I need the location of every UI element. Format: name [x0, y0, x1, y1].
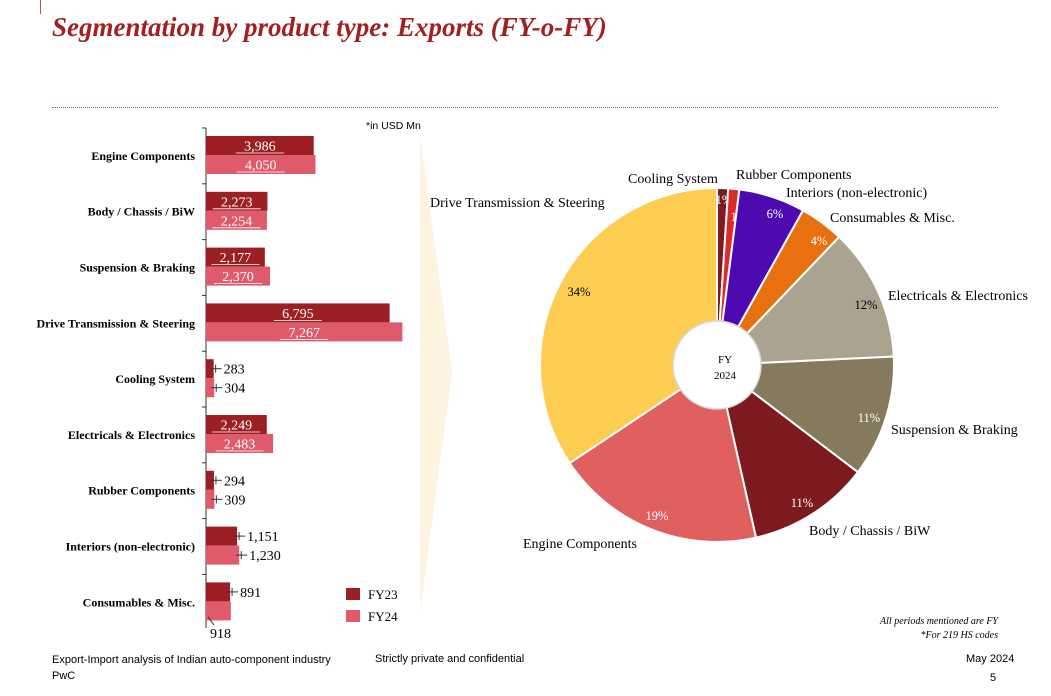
accent-line [40, 0, 41, 14]
pie-slice-drive-transmission-steering [539, 186, 718, 465]
bar-fy24-interiors-non-electronic [206, 545, 240, 565]
pie-slice-engine-components [568, 363, 758, 543]
bar-fy23-rubber-components [206, 470, 214, 490]
bar-value-fy23-suspension-braking: 2,177 [220, 251, 252, 266]
bar-fy23-interiors-non-electronic [206, 526, 238, 546]
bar-value-fy23-body-chassis-biw: 2,273 [221, 195, 253, 210]
bar-value-fy24-interiors-non-electronic: 1,230 [249, 549, 280, 564]
bar-value-fy24-suspension-braking: 2,370 [222, 270, 254, 285]
footer-report-title: Export-Import analysis of Indian auto-co… [52, 654, 331, 666]
hs-codes-note: *For 219 HS codes [920, 630, 999, 641]
bar-fy24-consumables-misc [206, 601, 231, 621]
pie-pct-interiors-non-electronic: 6% [767, 207, 784, 221]
unit-note: *in USD Mn [366, 120, 421, 132]
pie-pct-suspension-braking: 11% [858, 411, 880, 425]
donut-center-label-line1: FY [718, 354, 732, 366]
bar-value-fy23-cooling-system: 283 [224, 363, 245, 378]
bar-fy24-suspension-braking [206, 266, 271, 286]
bar-value-fy23-engine-components: 3,986 [244, 140, 276, 155]
category-label-consumables-misc: Consumables & Misc. [83, 595, 195, 609]
bar-fy23-consumables-misc [206, 582, 231, 602]
pie-label-drive-transmission-steering: Drive Transmission & Steering [430, 196, 605, 211]
bar-fy23-cooling-system [206, 359, 214, 379]
bar-value-fy23-rubber-components: 294 [224, 474, 245, 489]
bar-fy24-electricals-electronics [206, 434, 274, 453]
bar-value-fy23-interiors-non-electronic: 1,151 [247, 530, 278, 545]
legend-label-fy23: FY23 [368, 587, 398, 602]
pie-pct-engine-components: 19% [646, 509, 669, 523]
bar-value-fy24-engine-components: 4,050 [245, 159, 277, 174]
footer-date: May 2024 [966, 653, 1015, 665]
pie-pct-electricals-electronics: 12% [855, 298, 878, 312]
footer-company: PwC [52, 670, 76, 682]
title-divider [52, 107, 998, 108]
bar-fy23-electricals-electronics [206, 415, 267, 434]
bar-fy23-body-chassis-biw [206, 191, 268, 211]
legend-swatch-fy23 [346, 588, 360, 600]
pie-label-cooling-system: Cooling System [628, 172, 718, 187]
footer-page-number: 5 [990, 672, 997, 684]
bar-fy24-drive-transmission-steering [206, 322, 403, 342]
bar-value-fy23-consumables-misc: 891 [240, 586, 261, 601]
pie-pct-consumables-misc: 4% [811, 234, 828, 248]
legend-label-fy24: FY24 [368, 609, 398, 624]
periods-note: All periods mentioned are FY [880, 616, 998, 627]
pie-label-electricals-electronics: Electricals & Electronics [888, 289, 1028, 304]
bar-value-fy24-electricals-electronics: 2,483 [224, 438, 256, 453]
bar-value-fy24-consumables-misc: 918 [210, 627, 231, 642]
bar-value-fy24-cooling-system: 304 [224, 382, 245, 397]
bar-fy24-cooling-system [206, 378, 215, 398]
category-label-engine-components: Engine Components [91, 149, 195, 163]
category-label-drive-transmission-steering: Drive Transmission & Steering [36, 316, 195, 330]
legend-swatch-fy24 [346, 610, 360, 622]
category-label-rubber-components: Rubber Components [88, 484, 195, 498]
pie-slice-electricals-electronics [714, 235, 895, 367]
pie-slice-suspension-braking [714, 355, 895, 474]
bar-fy24-engine-components [206, 155, 316, 174]
donut-center [672, 320, 762, 410]
pie-label-consumables-misc: Consumables & Misc. [830, 211, 955, 226]
bar-value-fy24-rubber-components: 309 [224, 493, 245, 508]
pie-label-rubber-components: Rubber Components [736, 168, 852, 183]
pie-label-engine-components: Engine Components [523, 537, 637, 552]
bar-fy23-suspension-braking [206, 247, 265, 267]
pie-label-body-chassis-biw: Body / Chassis / BiW [809, 524, 931, 539]
pie-pct-body-chassis-biw: 11% [791, 496, 813, 510]
footer-confidentiality: Strictly private and confidential [375, 653, 525, 665]
bar-fy24-rubber-components [206, 489, 215, 509]
category-label-body-chassis-biw: Body / Chassis / BiW [88, 205, 195, 219]
bar-fy24-body-chassis-biw [206, 210, 267, 230]
bar-fy23-engine-components [206, 136, 314, 155]
category-label-cooling-system: Cooling System [115, 372, 195, 386]
pie-slice-body-chassis-biw [715, 362, 860, 539]
bar-value-fy23-drive-transmission-steering: 6,795 [282, 307, 314, 322]
pie-label-interiors-non-electronic: Interiors (non-electronic) [786, 186, 927, 201]
transition-chevron [420, 135, 452, 612]
category-label-electricals-electronics: Electricals & Electronics [68, 428, 195, 442]
bar-value-fy24-drive-transmission-steering: 7,267 [288, 326, 320, 341]
category-label-interiors-non-electronic: Interiors (non-electronic) [66, 540, 195, 554]
page-title: Segmentation by product type: Exports (F… [52, 12, 607, 42]
bar-label-leader [207, 616, 215, 626]
category-label-suspension-braking: Suspension & Braking [80, 261, 195, 275]
donut-center-label-line2: 2024 [714, 370, 737, 382]
bar-fy23-drive-transmission-steering [206, 303, 390, 323]
bar-value-fy23-electricals-electronics: 2,249 [221, 419, 253, 434]
bar-value-fy24-body-chassis-biw: 2,254 [221, 214, 253, 229]
pie-pct-drive-transmission-steering: 34% [568, 285, 591, 299]
pie-label-suspension-braking: Suspension & Braking [891, 423, 1018, 438]
